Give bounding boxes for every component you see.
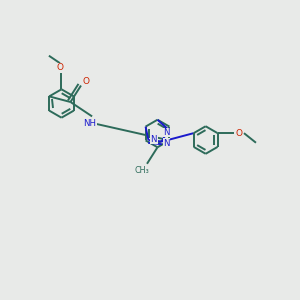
Text: O: O (56, 63, 64, 72)
Text: O: O (236, 129, 243, 138)
Text: N: N (151, 135, 157, 144)
Text: CH₃: CH₃ (134, 166, 149, 175)
Text: N: N (164, 139, 170, 148)
Text: O: O (83, 77, 90, 86)
Text: NH: NH (83, 118, 96, 127)
Text: N: N (163, 128, 169, 137)
